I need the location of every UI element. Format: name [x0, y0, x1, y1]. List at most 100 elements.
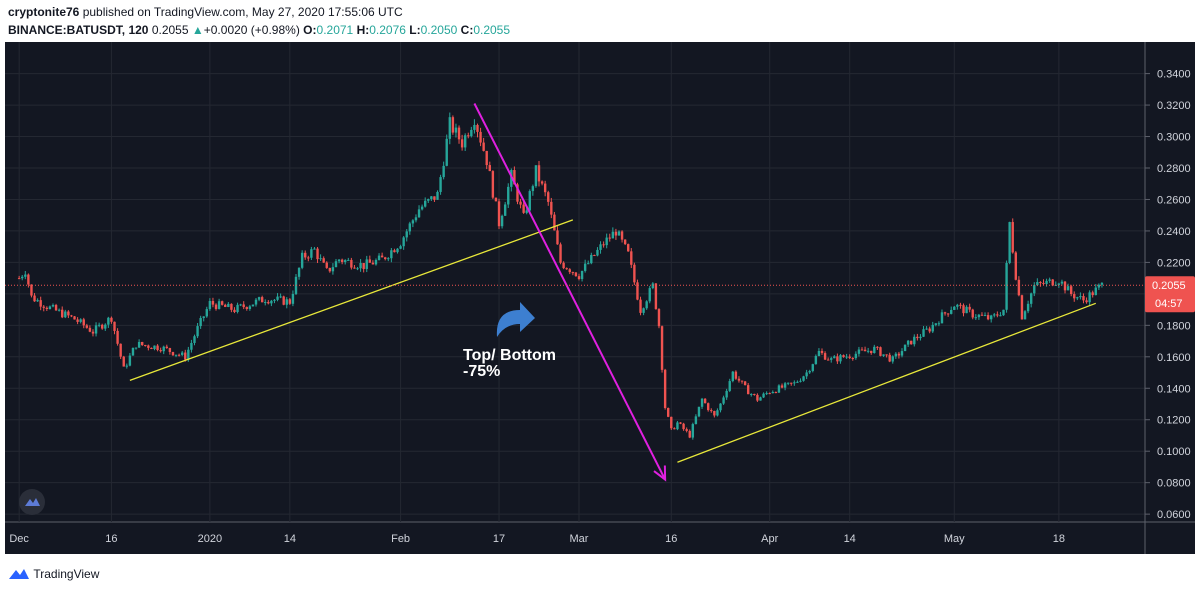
candle-body [940, 312, 944, 324]
candle-body [1057, 283, 1061, 285]
y-tick-label: 0.1200 [1157, 415, 1191, 427]
candle-body [128, 355, 132, 366]
candle-body [790, 382, 793, 384]
candle-body [417, 209, 421, 218]
candle-body [110, 317, 113, 322]
candle-body [288, 299, 292, 304]
candle-body [180, 352, 184, 355]
candle-body [531, 186, 535, 192]
candle-body [593, 254, 596, 256]
y-tick-label: 0.0600 [1157, 509, 1191, 521]
candle-body [805, 372, 808, 377]
candle-body [162, 346, 165, 352]
candle-body [842, 355, 845, 358]
candle-body [1005, 262, 1008, 310]
candle-body [774, 392, 778, 394]
candle-body [950, 309, 953, 314]
chart-pane[interactable]: 0.3400 0.3200 0.3000 0.2800 0.2600 0.2400 0.22… [5, 42, 1195, 554]
candle-body [236, 304, 239, 312]
y-tick-label: 0.1600 [1157, 352, 1191, 364]
symbol-label[interactable]: BINANCE:BATUSDT, 120 [8, 23, 149, 37]
candle-body [756, 394, 759, 401]
publisher-name[interactable]: cryptonite76 [8, 5, 80, 19]
candle-body [922, 329, 925, 337]
tradingview-corner-logo[interactable] [19, 489, 45, 515]
high-label: H: [356, 23, 370, 37]
candle-body [516, 184, 519, 202]
candle-body [1060, 281, 1064, 284]
candle-body [777, 385, 781, 393]
candle-body [390, 250, 393, 259]
candle-body [608, 237, 611, 239]
candle-body [319, 258, 322, 260]
candle-body [746, 385, 750, 395]
candle-body [826, 359, 830, 361]
high-value: 0.2076 [369, 23, 406, 37]
annotation-percent: -75% [463, 363, 500, 380]
x-tick-label: Mar [570, 533, 589, 545]
candle-body [753, 393, 756, 395]
candle-body [82, 319, 85, 326]
candle-body [384, 257, 387, 260]
candle-body [88, 327, 92, 332]
candle-body [703, 398, 707, 404]
x-tick-label: May [944, 533, 965, 545]
y-tick-label: 0.2400 [1157, 226, 1191, 238]
candle-body [728, 381, 731, 391]
candle-body [460, 139, 464, 148]
candle-body [393, 250, 396, 253]
candle-body [1023, 311, 1027, 320]
candle-body [611, 231, 615, 239]
candle-body [620, 231, 624, 240]
candle-body [131, 347, 135, 356]
candle-body [716, 410, 719, 416]
candle-body [645, 301, 648, 309]
candle-body [42, 306, 45, 308]
y-tick-label: 0.2800 [1157, 163, 1191, 175]
candle-body [897, 353, 901, 356]
x-tick-label: 14 [844, 533, 856, 545]
candle-body [706, 403, 710, 411]
candle-body [543, 183, 547, 193]
candle-body [488, 165, 491, 172]
candle-body [368, 259, 372, 263]
candle-body [559, 244, 562, 263]
candle-body [282, 296, 285, 305]
candle-body [313, 248, 316, 250]
candle-body [630, 251, 633, 265]
candle-body [448, 117, 452, 139]
candle-body [248, 306, 252, 309]
candle-body [482, 142, 485, 151]
x-tick-label: 16 [105, 533, 117, 545]
candle-body [39, 300, 42, 307]
candle-body [125, 365, 129, 367]
candle-body [571, 272, 575, 274]
candle-body [860, 349, 864, 351]
candle-body [153, 345, 156, 350]
candle-body [190, 342, 193, 350]
up-triangle-icon: ▲ [191, 23, 204, 37]
candle-body [713, 411, 716, 416]
candle-body [627, 244, 630, 252]
candle-body [734, 371, 738, 379]
candle-body [719, 403, 722, 411]
candle-body [196, 326, 199, 337]
price-chart[interactable]: 0.3400 0.3200 0.3000 0.2800 0.2600 0.2400 0.22… [5, 42, 1195, 554]
candle-body [177, 354, 181, 356]
candle-body [165, 346, 169, 349]
y-tick-label: 0.1400 [1157, 383, 1191, 395]
candle-body [1045, 280, 1048, 284]
bar-countdown: 04:57 [1155, 298, 1183, 310]
candle-body [479, 131, 482, 143]
candle-body [85, 325, 89, 328]
candle-body [1011, 222, 1014, 253]
price-change: +0.0020 (+0.98%) [203, 23, 300, 37]
candle-body [900, 351, 904, 356]
candle-body [399, 246, 402, 249]
candle-body [885, 354, 888, 356]
tradingview-brand[interactable]: TradingView [8, 566, 99, 581]
chart-background [5, 42, 1195, 554]
candle-body [140, 341, 144, 346]
candle-body [97, 324, 101, 326]
candle-body [667, 408, 670, 417]
